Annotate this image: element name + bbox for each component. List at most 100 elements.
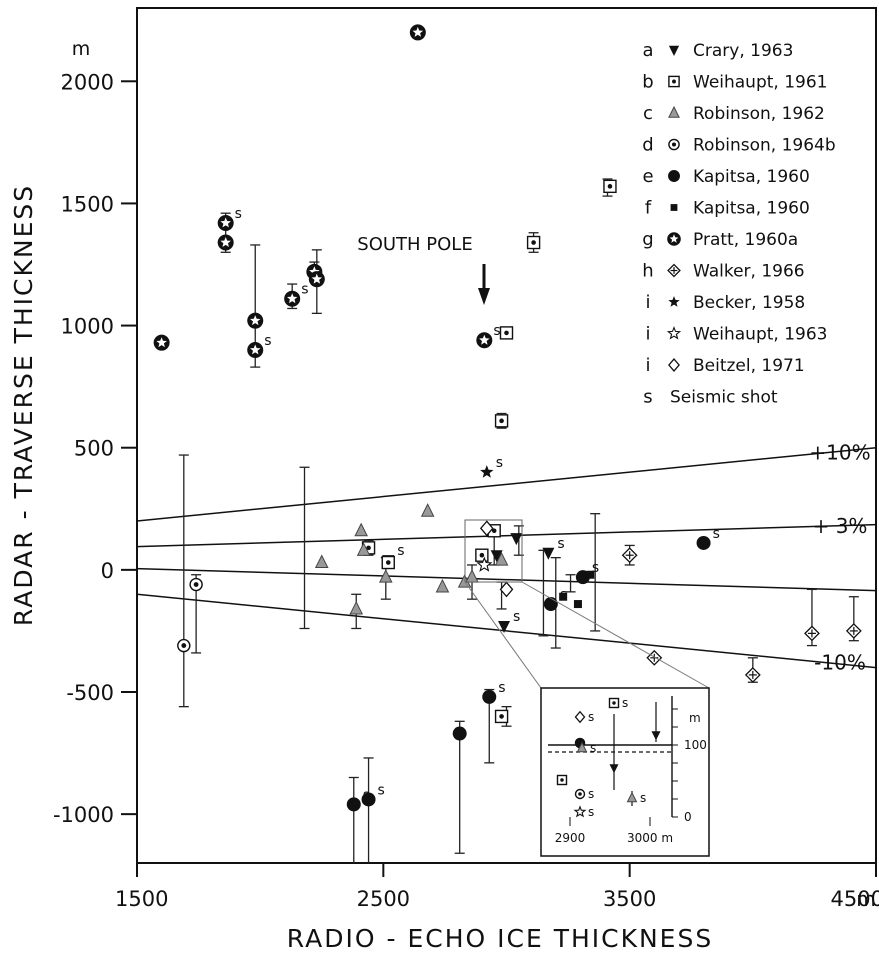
inset-point-7 (574, 788, 586, 800)
y-tick-label-1: -500 (66, 681, 114, 705)
zoom-box (464, 519, 523, 583)
seismic-shot-label-0-1: s (557, 536, 564, 552)
x-axis-label: RADIO - ECHO ICE THICKNESS (287, 924, 713, 953)
zoom-connector-right (521, 581, 710, 689)
point-9-0 (476, 556, 493, 572)
legend-letter-3: d (642, 135, 653, 156)
legend-label-3: Robinson, 1964b (693, 136, 836, 156)
legend-label-1: Weihaupt, 1961 (693, 73, 828, 93)
legend-label-10: Beitzel, 1971 (693, 356, 805, 376)
data-points: s s s s s s s s s s s s s s (153, 24, 862, 812)
point-1-4 (494, 709, 509, 724)
seismic-shot-label-0-0: s (397, 543, 404, 559)
y-tick-label-5: 1500 (61, 192, 114, 216)
reference-line-1 (137, 523, 876, 548)
legend-letter-8: i (645, 292, 650, 313)
reference-line-label-1: + 3% (813, 514, 868, 538)
point-4-4 (482, 689, 497, 704)
point-0-2 (498, 621, 511, 634)
point-7-2 (744, 666, 761, 683)
point-2-3 (378, 569, 393, 583)
reference-line-3 (137, 567, 876, 592)
point-1-0 (603, 179, 617, 194)
legend-letter-2: c (643, 103, 653, 124)
legend-marker-5 (670, 204, 678, 211)
legend-label-6: Pratt, 1960a (693, 230, 798, 250)
legend-marker-2 (668, 105, 680, 118)
seismic-shot-label-6-6: s (301, 282, 308, 298)
point-6-6 (284, 290, 301, 307)
y-axis-ticks: -1000 -500 0 500 1000 1500 2000 (53, 70, 137, 827)
error-bars (178, 178, 859, 863)
point-1-7 (475, 548, 489, 562)
seismic-shot-label-8-0: s (496, 455, 503, 471)
seismic-shot-label-6-5: s (264, 333, 271, 349)
point-2-9 (494, 551, 509, 566)
south-pole-arrowhead (478, 288, 490, 305)
point-10-0 (499, 581, 514, 598)
point-6-2 (217, 214, 234, 231)
point-0-4 (490, 550, 503, 563)
point-2-6 (435, 578, 450, 593)
point-6-1 (409, 24, 426, 41)
y-tick-label-0: -1000 (53, 803, 114, 827)
inset-seismic-label-9: s (640, 791, 646, 805)
point-7-0 (621, 547, 638, 564)
legend-marker-0 (668, 45, 680, 56)
inset-y-tick-100: 100 (684, 738, 707, 752)
point-2-4 (349, 600, 364, 615)
seismic-shot-label-6-9: s (493, 323, 500, 339)
legend-marker-3 (668, 138, 680, 151)
inset-point-6 (556, 774, 568, 786)
inset-y-unit: m (689, 711, 701, 725)
legend-label-8: Becker, 1958 (693, 293, 805, 313)
point-2-5 (420, 503, 435, 517)
reference-line-0 (137, 446, 876, 522)
inset-point-8 (573, 805, 587, 818)
south-pole-annotation: SOUTH POLE (357, 234, 490, 305)
seismic-shot-label-6-2: s (235, 206, 242, 222)
inset-x-tick-2900: 2900 (555, 831, 586, 845)
point-5-1 (586, 570, 595, 579)
x-tick-label-0: 1500 (115, 887, 168, 911)
legend-letter-1: b (642, 72, 653, 93)
point-6-8 (308, 271, 325, 288)
point-6-0 (153, 334, 170, 351)
point-5-2 (573, 600, 582, 609)
point-6-3 (217, 234, 234, 251)
y-tick-label-6: 2000 (61, 70, 114, 94)
zoom-connector-left (464, 581, 542, 689)
legend-letter-9: i (645, 324, 650, 345)
legend-letter-6: g (642, 229, 653, 250)
point-3-1 (177, 638, 191, 653)
inset-point-1 (608, 697, 620, 709)
seismic-shot-label-4-6: s (378, 782, 385, 798)
y-tick-label-2: 0 (101, 559, 114, 583)
point-2-2 (356, 542, 371, 556)
legend-label-4: Kapitsa, 1960 (693, 167, 810, 187)
legend-label-5: Kapitsa, 1960 (693, 199, 810, 219)
inset-seismic-label-1: s (622, 696, 628, 710)
legend-letter-5: f (645, 198, 652, 219)
seismic-shot-label-4-4: s (498, 680, 505, 696)
point-7-4 (845, 623, 862, 639)
legend-letter-10: i (645, 355, 650, 376)
point-1-1 (526, 235, 541, 250)
inset-seismic-label-0: s (588, 710, 594, 724)
legend-label-0: Crary, 1963 (693, 41, 793, 61)
legend-letter-0: a (642, 40, 653, 61)
plot-frame (136, 7, 877, 864)
inset-x-tick-3000: 3000 m (627, 831, 673, 845)
legend-label-7: Walker, 1966 (693, 262, 805, 282)
point-4-5 (346, 797, 361, 812)
legend-label-9: Weihaupt, 1963 (693, 325, 828, 345)
inset-point-3 (651, 731, 661, 741)
point-1-6 (381, 555, 395, 570)
point-7-3 (804, 625, 820, 642)
legend-label-11: Seismic shot (670, 388, 778, 408)
legend-marker-1 (668, 75, 680, 88)
y-unit-label: m (72, 38, 91, 60)
point-4-0 (696, 535, 711, 550)
